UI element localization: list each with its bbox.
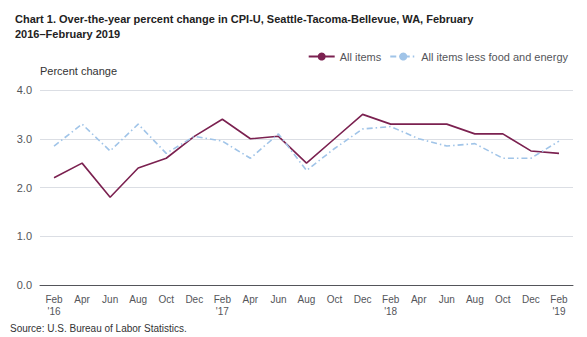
svg-text:'18: '18	[384, 306, 397, 317]
svg-text:Aug: Aug	[129, 294, 147, 305]
svg-text:Feb: Feb	[214, 294, 232, 305]
svg-text:Feb: Feb	[382, 294, 400, 305]
svg-text:'19: '19	[552, 306, 565, 317]
svg-text:Apr: Apr	[411, 294, 427, 305]
svg-text:Jun: Jun	[270, 294, 286, 305]
svg-text:Aug: Aug	[298, 294, 316, 305]
svg-text:All items: All items	[340, 51, 382, 63]
svg-text:4.0: 4.0	[17, 84, 32, 96]
svg-text:1.0: 1.0	[17, 230, 32, 242]
svg-text:Percent change: Percent change	[40, 65, 117, 77]
svg-text:Apr: Apr	[74, 294, 90, 305]
svg-text:Source: U.S. Bureau of Labor S: Source: U.S. Bureau of Labor Statistics.	[10, 323, 187, 334]
svg-text:Chart 1. Over-the-year percent: Chart 1. Over-the-year percent change in…	[15, 13, 474, 25]
svg-text:0.0: 0.0	[17, 279, 32, 291]
svg-text:All items less food and energy: All items less food and energy	[421, 51, 568, 63]
svg-text:Feb: Feb	[550, 294, 568, 305]
svg-text:Oct: Oct	[495, 294, 511, 305]
svg-text:Apr: Apr	[243, 294, 259, 305]
svg-text:Dec: Dec	[354, 294, 372, 305]
svg-text:Feb: Feb	[45, 294, 63, 305]
svg-text:Jun: Jun	[102, 294, 118, 305]
svg-text:Dec: Dec	[185, 294, 203, 305]
svg-text:2.0: 2.0	[17, 182, 32, 194]
svg-text:Oct: Oct	[158, 294, 174, 305]
svg-text:Aug: Aug	[466, 294, 484, 305]
svg-text:Dec: Dec	[522, 294, 540, 305]
svg-text:2016–February 2019: 2016–February 2019	[15, 28, 120, 40]
svg-text:3.0: 3.0	[17, 133, 32, 145]
svg-text:Jun: Jun	[439, 294, 455, 305]
svg-text:'17: '17	[216, 306, 229, 317]
svg-text:Oct: Oct	[327, 294, 343, 305]
svg-text:'16: '16	[48, 306, 61, 317]
